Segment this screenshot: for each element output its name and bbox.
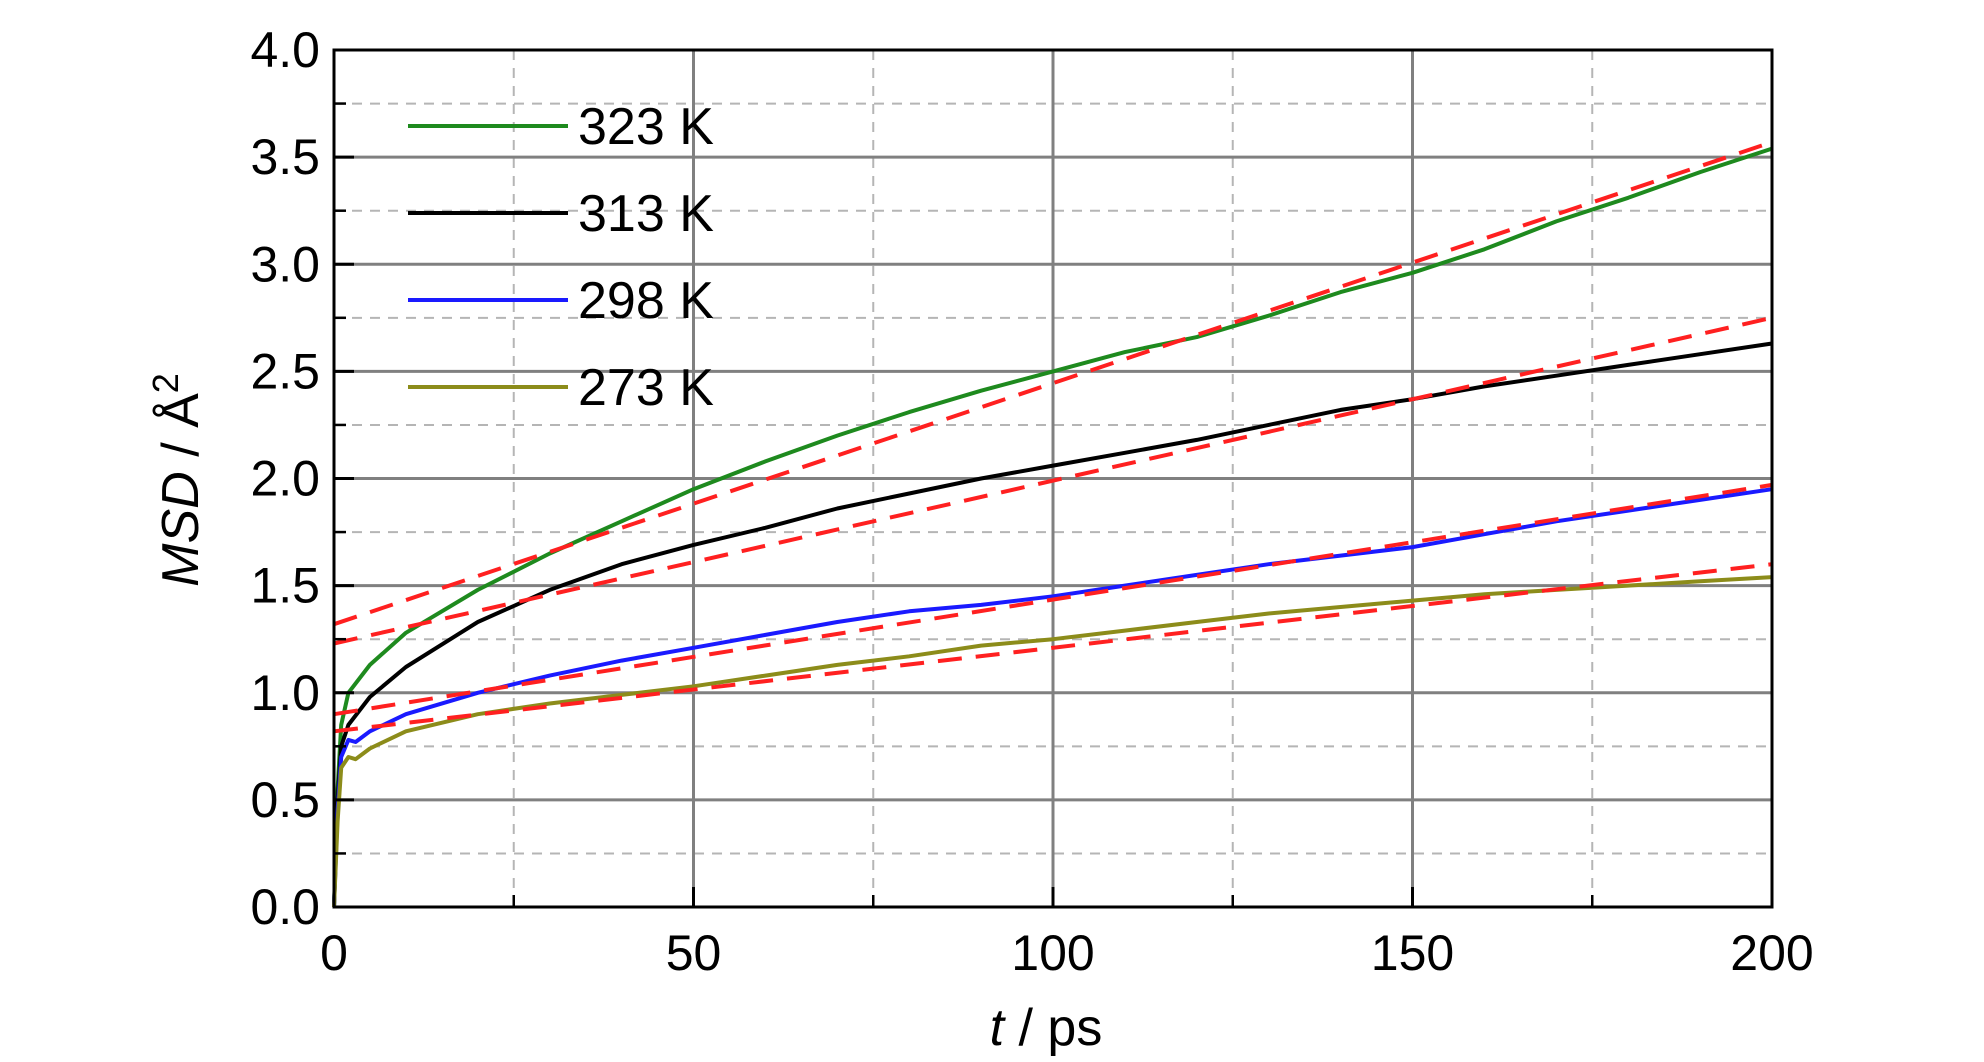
y-tick-label: 4.0 (250, 22, 320, 78)
y-tick-label: 2.0 (250, 451, 320, 507)
legend: 323 K 313 K 298 K 273 K (408, 98, 714, 417)
grid-major (334, 50, 1772, 907)
x-tick-labels: 0 50 100 150 200 (320, 925, 1814, 981)
axis-ticks (332, 48, 1774, 909)
y-axis-title-unit: / Å (152, 393, 210, 471)
y-tick-label: 0.0 (250, 879, 320, 935)
y-axis-title-sup: 2 (145, 373, 186, 393)
y-tick-label: 3.5 (250, 129, 320, 185)
series-line (332, 575, 1773, 908)
y-axis-title-var: MSD (152, 471, 210, 587)
legend-label: 313 K (578, 185, 714, 243)
fit-line (333, 562, 1773, 734)
series-lines (332, 146, 1773, 908)
x-axis-title-unit: / ps (1004, 999, 1102, 1057)
y-axis-title: MSD / Å2 (145, 373, 210, 587)
grid-minor (334, 50, 1772, 907)
series-line (332, 341, 1773, 908)
legend-label: 323 K (578, 98, 714, 156)
y-tick-label: 1.0 (250, 665, 320, 721)
x-axis-title: t / ps (990, 999, 1103, 1057)
fit-lines (333, 140, 1773, 734)
series-line (332, 146, 1773, 908)
x-tick-label: 100 (1011, 925, 1094, 981)
y-tick-label: 3.0 (250, 236, 320, 292)
legend-label: 273 K (578, 359, 714, 417)
x-axis-title-var: t (990, 999, 1007, 1057)
x-tick-label: 150 (1371, 925, 1454, 981)
y-tick-label: 2.5 (250, 343, 320, 399)
fit-line (333, 140, 1773, 627)
x-tick-label: 50 (666, 925, 722, 981)
x-tick-label: 200 (1730, 925, 1813, 981)
y-tick-label: 0.5 (250, 772, 320, 828)
y-tick-label: 1.5 (250, 558, 320, 614)
y-tick-labels: 0.0 0.5 1.0 1.5 2.0 2.5 3.0 3.5 4.0 (250, 22, 320, 935)
series-line (332, 487, 1773, 908)
fit-line (333, 482, 1773, 717)
fit-line (333, 315, 1773, 646)
x-tick-label: 0 (320, 925, 348, 981)
legend-label: 298 K (578, 272, 714, 330)
